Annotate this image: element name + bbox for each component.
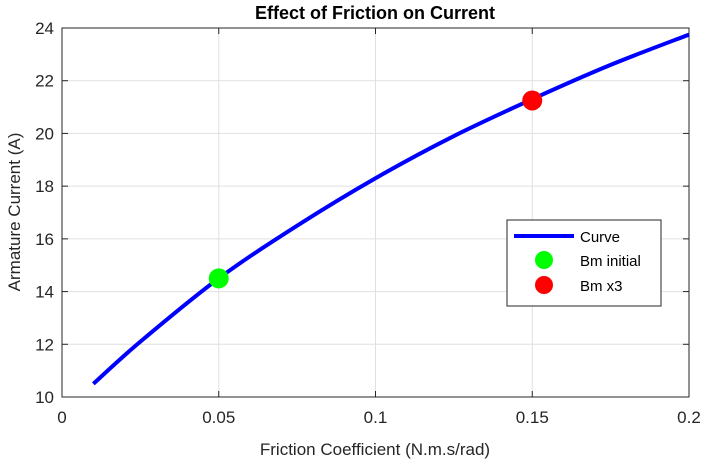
data-point-bm-x3 (522, 90, 543, 111)
legend-marker-bm-x3 (535, 276, 553, 294)
tick-labels: 0 0.05 0.1 0.15 0.2 10 12 14 16 18 20 22 24 (35, 19, 701, 427)
chart-title: Effect of Friction on Current (255, 3, 495, 23)
x-tick-label: 0.1 (364, 408, 388, 427)
series-line-curve (92, 32, 690, 386)
y-tick-label: 24 (35, 19, 54, 38)
grid (61, 27, 690, 398)
x-tick-label: 0.2 (677, 408, 701, 427)
y-tick-label: 18 (35, 177, 54, 196)
y-tick-label: 16 (35, 230, 54, 249)
plot-frame (61, 27, 690, 398)
legend-label-curve: Curve (580, 229, 620, 246)
legend: Curve Bm initial Bm x3 (506, 219, 662, 307)
y-tick-label: 12 (35, 335, 54, 354)
legend-marker-bm-initial (535, 251, 553, 269)
y-tick-label: 10 (35, 388, 54, 407)
legend-label-bm-initial: Bm initial (580, 253, 641, 270)
x-tick-label: 0 (57, 408, 66, 427)
legend-label-bm-x3: Bm x3 (580, 278, 623, 295)
y-tick-label: 22 (35, 72, 54, 91)
data-point-bm-initial (208, 268, 229, 289)
y-axis-label: Armature Current (A) (5, 133, 24, 292)
x-axis-label: Friction Coefficient (N.m.s/rad) (260, 440, 490, 459)
x-tick-label: 0.15 (516, 408, 549, 427)
y-tick-label: 14 (35, 283, 54, 302)
y-tick-label: 20 (35, 124, 54, 143)
series-layer (92, 32, 690, 386)
x-tick-label: 0.05 (202, 408, 235, 427)
